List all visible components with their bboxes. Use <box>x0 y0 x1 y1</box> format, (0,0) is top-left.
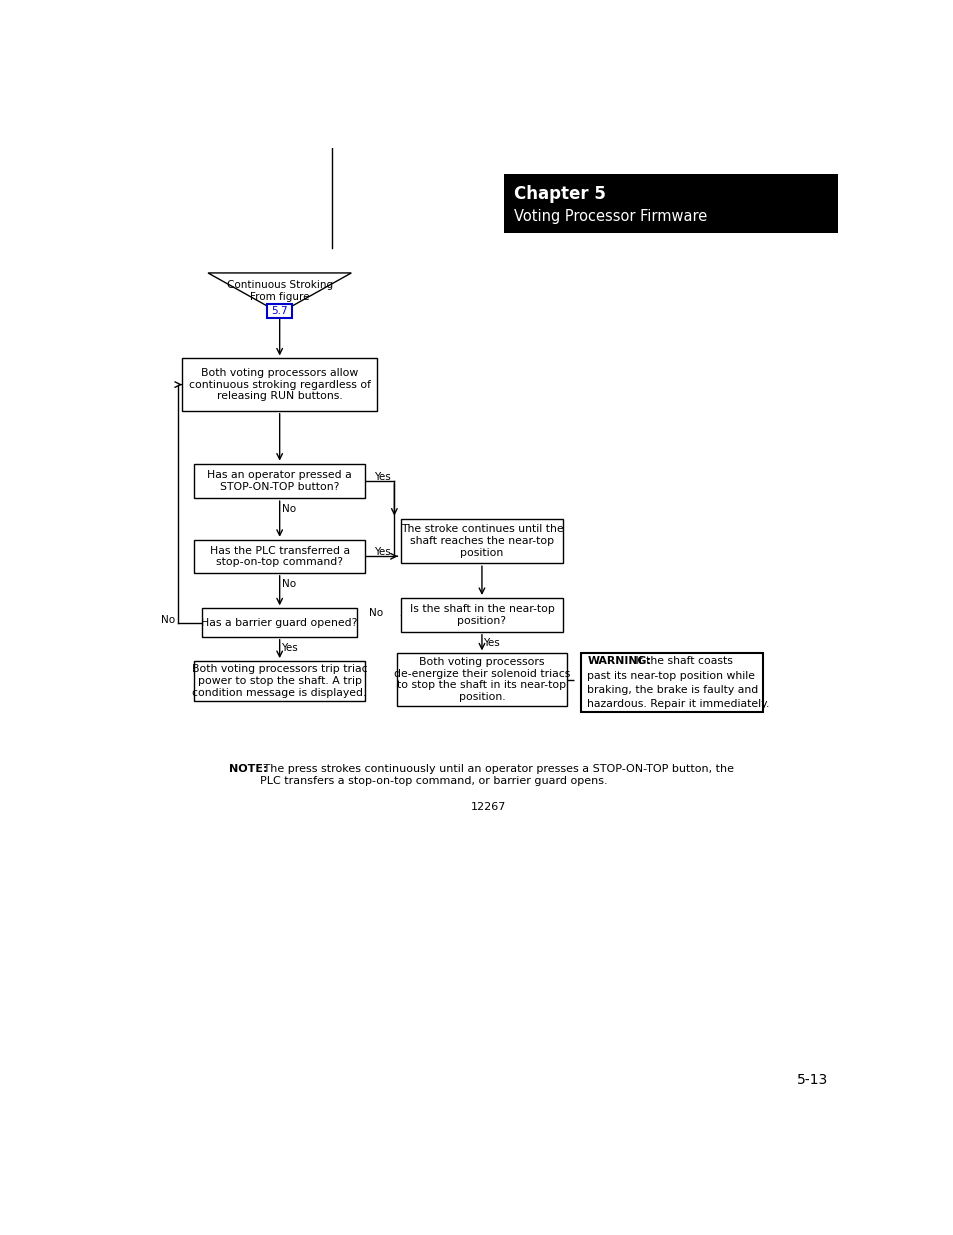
Bar <box>194 463 365 498</box>
Text: The stroke continues until the
shaft reaches the near-top
position: The stroke continues until the shaft rea… <box>400 525 562 557</box>
Text: Voting Processor Firmware: Voting Processor Firmware <box>514 209 707 225</box>
Text: NOTE:: NOTE: <box>229 764 268 774</box>
Text: No: No <box>161 615 175 625</box>
Bar <box>396 653 567 705</box>
Text: braking, the brake is faulty and: braking, the brake is faulty and <box>587 685 758 695</box>
Text: 5.7: 5.7 <box>271 306 288 316</box>
Text: No: No <box>369 608 383 618</box>
Text: past its near-top position while: past its near-top position while <box>587 671 755 680</box>
Bar <box>182 358 377 411</box>
Text: Is the shaft in the near-top
position?: Is the shaft in the near-top position? <box>409 604 554 626</box>
Text: If the shaft coasts: If the shaft coasts <box>632 656 733 666</box>
Bar <box>503 174 838 233</box>
Text: Has a barrier guard opened?: Has a barrier guard opened? <box>201 618 357 627</box>
Text: WARNING:: WARNING: <box>587 656 651 666</box>
Text: hazardous. Repair it immediately.: hazardous. Repair it immediately. <box>587 699 769 709</box>
Text: Has the PLC transferred a
stop-on-top command?: Has the PLC transferred a stop-on-top co… <box>210 546 350 567</box>
Text: Both voting processors trip triac
power to stop the shaft. A trip
condition mess: Both voting processors trip triac power … <box>192 664 367 698</box>
Bar <box>202 609 356 637</box>
Text: Yes: Yes <box>374 472 390 482</box>
Text: Has an operator pressed a
STOP-ON-TOP button?: Has an operator pressed a STOP-ON-TOP bu… <box>207 471 352 492</box>
Text: No: No <box>282 579 295 589</box>
Text: The press strokes continuously until an operator presses a STOP-ON-TOP button, t: The press strokes continuously until an … <box>260 764 734 785</box>
Text: 5-13: 5-13 <box>797 1073 827 1087</box>
Text: Chapter 5: Chapter 5 <box>514 185 606 204</box>
Polygon shape <box>208 273 351 312</box>
Bar <box>267 304 292 319</box>
Text: Yes: Yes <box>280 642 297 652</box>
Text: Both voting processors allow
continuous stroking regardless of
releasing RUN but: Both voting processors allow continuous … <box>189 368 371 401</box>
Text: Yes: Yes <box>482 637 499 647</box>
Bar <box>194 540 365 573</box>
Text: Both voting processors
de-energize their solenoid triacs
to stop the shaft in it: Both voting processors de-energize their… <box>394 657 570 701</box>
Text: Continuous Stroking: Continuous Stroking <box>227 280 333 290</box>
Bar <box>400 598 562 632</box>
Text: 12267: 12267 <box>471 802 506 811</box>
Bar <box>580 653 762 711</box>
Bar <box>400 519 562 563</box>
Text: Yes: Yes <box>374 547 390 557</box>
Text: From figure: From figure <box>250 291 309 301</box>
Text: No: No <box>282 504 295 514</box>
Bar <box>194 661 365 701</box>
